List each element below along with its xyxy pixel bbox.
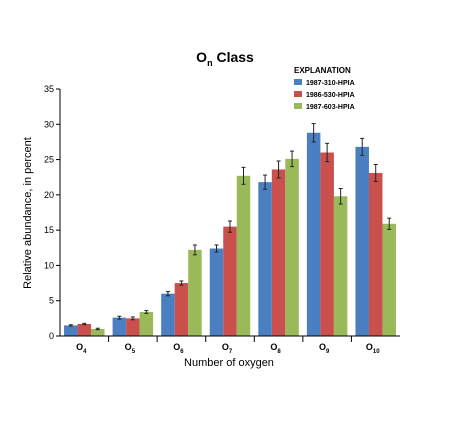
x-tick-label: O9 <box>319 342 330 355</box>
x-tick-label-sub: 8 <box>277 349 281 355</box>
error-bar <box>95 327 100 331</box>
bar-1987-310-HPIA-O9 <box>306 132 321 336</box>
y-tick-label: 30 <box>44 119 54 129</box>
error-bar <box>117 315 122 320</box>
x-tick-label: O7 <box>222 342 233 355</box>
error-bar <box>214 244 219 253</box>
x-tick-label-base: O <box>366 342 373 352</box>
error-bar <box>373 164 378 182</box>
x-tick-label-sub: 10 <box>373 349 380 355</box>
x-tick-label: O6 <box>173 342 184 355</box>
x-tick-label-base: O <box>76 342 83 352</box>
x-tick-label-sub: 7 <box>229 349 233 355</box>
legend-title: EXPLANATION <box>294 66 351 75</box>
error-bar <box>290 150 295 168</box>
y-tick-label: 20 <box>44 190 54 200</box>
bar-1987-603-HPIA-O6 <box>188 249 202 336</box>
x-axis: O4 O5 O6 O7 O8 O9 O10 <box>76 336 380 355</box>
chart-title: On Class <box>196 49 254 68</box>
error-bar <box>387 217 392 230</box>
y-tick-label: 15 <box>44 225 54 235</box>
bar-1986-530-HPIA-O9 <box>320 152 334 336</box>
chart-title-rest: Class <box>213 49 254 65</box>
chart-title-sub: n <box>207 58 213 68</box>
error-bar <box>192 244 197 256</box>
bar-1986-530-HPIA-O4 <box>77 324 92 336</box>
error-bar <box>228 220 232 233</box>
legend-swatch <box>294 103 302 109</box>
bar-1987-603-HPIA-O10 <box>382 223 396 336</box>
error-bar <box>165 291 170 297</box>
bar-1987-603-HPIA-O5 <box>139 312 154 336</box>
y-axis-title: Relative abundance, in percent <box>22 137 34 289</box>
x-tick-label-sub: 9 <box>326 349 330 355</box>
error-bar <box>179 280 184 286</box>
bars-group <box>64 132 396 336</box>
x-tick-label: O10 <box>366 342 380 355</box>
x-tick-label: O5 <box>125 342 136 355</box>
y-tick-label: 5 <box>49 296 54 306</box>
legend-swatch <box>294 79 302 85</box>
bar-1987-310-HPIA-O10 <box>355 146 369 336</box>
x-tick-label-base: O <box>173 342 180 352</box>
x-tick-label-sub: 6 <box>180 349 184 355</box>
bar-1987-310-HPIA-O7 <box>209 248 224 336</box>
error-bar <box>338 188 343 205</box>
y-tick-label: 10 <box>44 260 54 270</box>
x-tick-label-base: O <box>222 342 229 352</box>
bar-1987-603-HPIA-O7 <box>236 175 251 336</box>
error-bar <box>263 174 268 190</box>
bar-1987-603-HPIA-O9 <box>333 196 348 336</box>
x-tick-label-sub: 4 <box>83 349 87 355</box>
legend-entry: 1986-530-HPIA <box>306 92 355 99</box>
error-bar <box>276 160 281 179</box>
legend: EXPLANATION 1987-310-HPIA 1986-530-HPIA 19… <box>294 66 355 111</box>
x-tick-label-base: O <box>319 342 326 352</box>
x-tick-label-base: O <box>270 342 277 352</box>
bar-1987-310-HPIA-O8 <box>258 182 272 336</box>
error-bar <box>325 142 330 163</box>
x-tick-label-base: O <box>125 342 132 352</box>
legend-entry: 1987-310-HPIA <box>306 80 355 87</box>
bar-1987-603-HPIA-O4 <box>91 328 105 336</box>
error-bar <box>144 310 149 314</box>
bar-1986-530-HPIA-O8 <box>271 169 286 336</box>
bar-1987-603-HPIA-O8 <box>285 158 299 336</box>
bar-1987-310-HPIA-O4 <box>64 325 78 336</box>
error-bar <box>130 316 135 321</box>
error-bar <box>68 324 73 327</box>
x-tick-label: O4 <box>76 342 87 355</box>
error-bars-group <box>68 123 392 331</box>
x-tick-label-sub: 5 <box>132 349 136 355</box>
x-axis-title: Number of oxygen <box>184 357 274 369</box>
bar-1987-310-HPIA-O5 <box>112 317 127 336</box>
legend-entry: 1987-603-HPIA <box>306 104 355 111</box>
error-bar <box>82 322 87 326</box>
y-axis: 0 5 10 15 20 25 30 35 <box>44 84 60 341</box>
y-tick-label: 0 <box>49 331 54 341</box>
bar-1986-530-HPIA-O6 <box>174 283 189 336</box>
error-bar <box>241 166 246 185</box>
bar-1986-530-HPIA-O5 <box>126 318 140 336</box>
error-bar <box>360 137 365 156</box>
x-tick-label: O8 <box>270 342 281 355</box>
legend-swatch <box>294 91 302 97</box>
y-tick-label: 25 <box>44 155 54 165</box>
error-bar <box>311 123 316 143</box>
chart-title-main: O <box>196 49 207 65</box>
bar-1986-530-HPIA-O7 <box>223 226 237 336</box>
y-tick-label: 35 <box>44 84 54 94</box>
bar-1986-530-HPIA-O10 <box>368 172 383 336</box>
bar-1987-310-HPIA-O6 <box>161 293 175 336</box>
